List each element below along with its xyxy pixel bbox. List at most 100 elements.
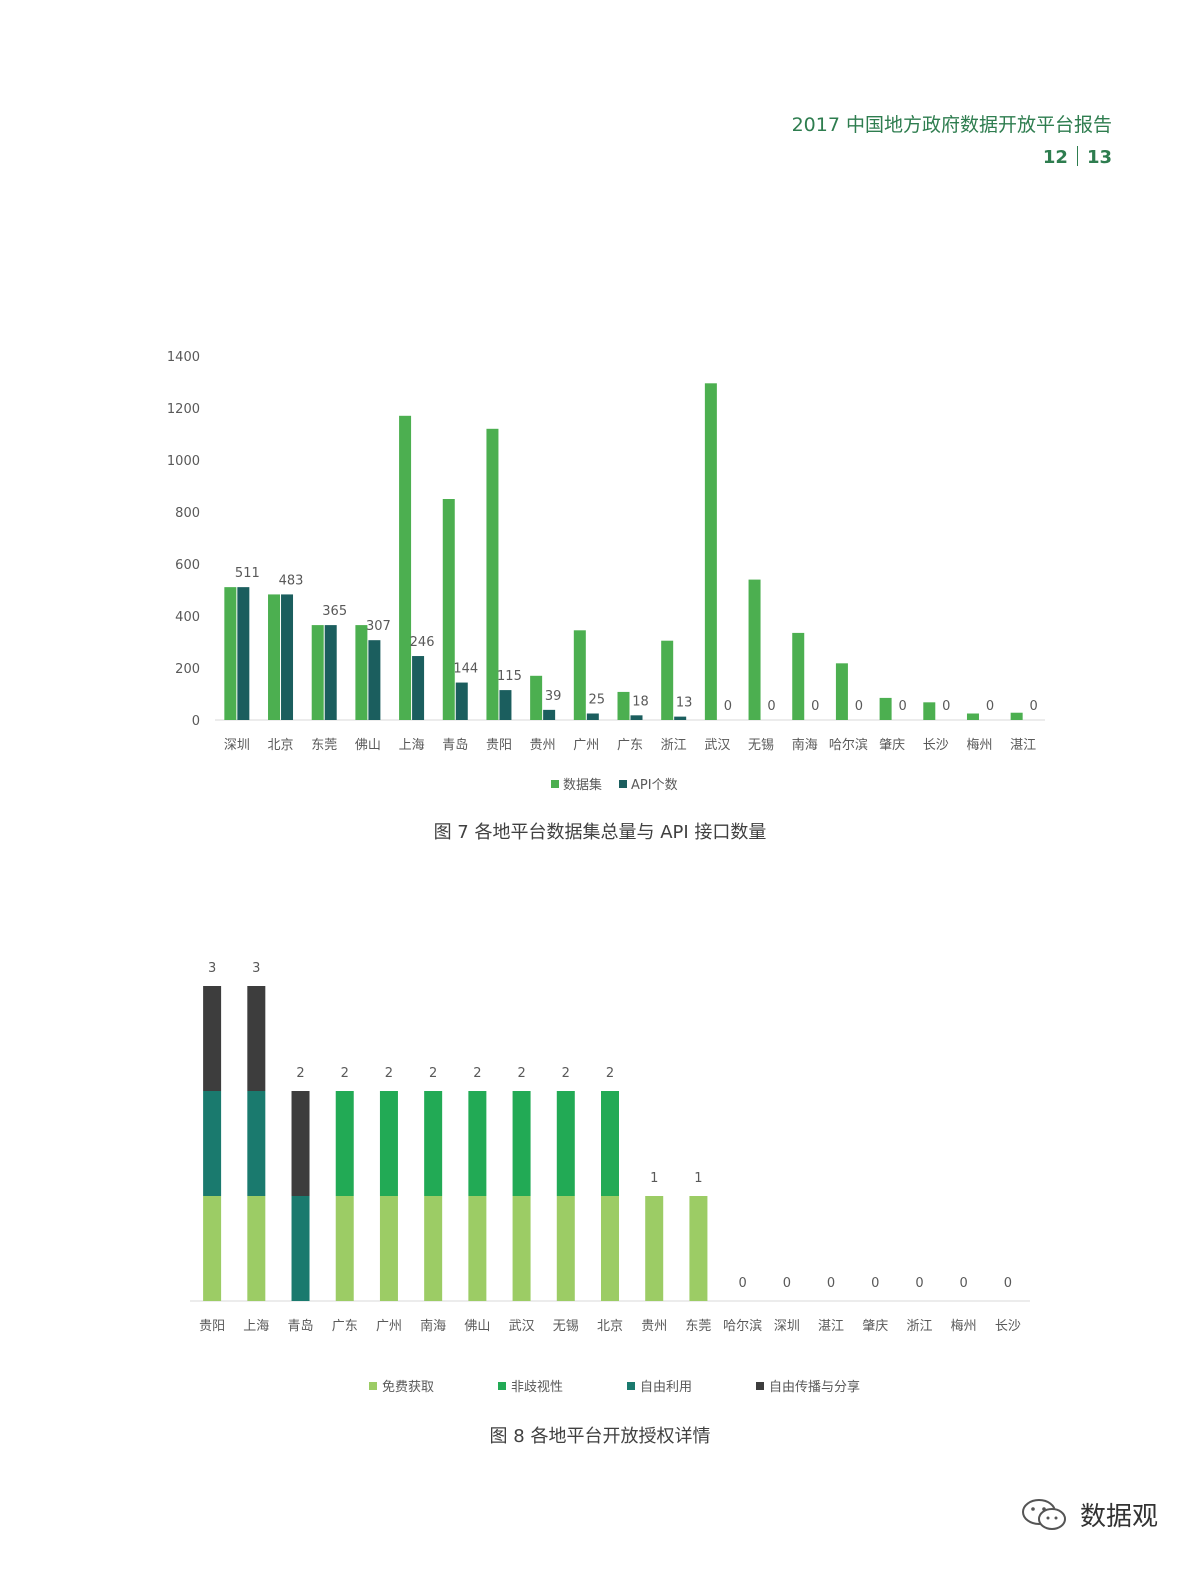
data-label-api-4: 246 xyxy=(410,635,435,650)
bar-segment-0-10 xyxy=(645,1196,664,1301)
total-label-12: 0 xyxy=(738,1276,746,1291)
data-label-api-7: 39 xyxy=(545,689,562,704)
bar-segment-3-2 xyxy=(291,1091,310,1196)
bar-segment-1-5 xyxy=(424,1091,443,1196)
x-tick-label: 广州 xyxy=(573,738,599,753)
legend-swatch-2 xyxy=(627,1382,635,1390)
bar-api-10 xyxy=(674,716,687,720)
bar-segment-0-3 xyxy=(335,1196,354,1301)
total-label-18: 0 xyxy=(1004,1276,1012,1291)
x-tick-label: 浙江 xyxy=(661,738,687,753)
bar-api-9 xyxy=(630,715,643,720)
data-label-api-18: 0 xyxy=(1030,699,1038,714)
legend-swatch-1 xyxy=(498,1382,506,1390)
data-label-api-0: 511 xyxy=(235,566,260,581)
data-label-api-6: 115 xyxy=(497,669,522,684)
bar-api-0 xyxy=(237,587,250,720)
bar-datasets-5 xyxy=(442,499,455,720)
x-tick-label: 深圳 xyxy=(774,1319,800,1334)
bar-api-6 xyxy=(499,690,512,720)
bar-datasets-3 xyxy=(355,625,368,720)
total-label-17: 0 xyxy=(960,1276,968,1291)
x-tick-label: 南海 xyxy=(420,1318,446,1334)
bar-api-8 xyxy=(586,713,599,720)
x-tick-label: 上海 xyxy=(399,738,425,753)
total-label-14: 0 xyxy=(827,1276,835,1291)
bar-api-5 xyxy=(455,682,468,720)
total-label-16: 0 xyxy=(915,1276,923,1291)
total-label-13: 0 xyxy=(783,1276,791,1291)
x-tick-label: 贵州 xyxy=(530,738,556,753)
bar-segment-0-7 xyxy=(512,1196,531,1301)
total-label-4: 2 xyxy=(385,1066,393,1081)
x-tick-label: 北京 xyxy=(268,738,294,753)
total-label-11: 1 xyxy=(694,1171,702,1186)
figure-8-chart: 3 贵阳 3 上海 2 青岛 2 广东 2 广州 2 南海 2 佛山 2 武汉 2 无锡 2 北京 1 贵州 1 东莞 0 哈尔滨… xyxy=(190,961,1030,1395)
bar-segment-0-4 xyxy=(379,1196,398,1301)
data-label-api-10: 13 xyxy=(676,696,693,711)
total-label-3: 2 xyxy=(341,1066,349,1081)
data-label-api-16: 0 xyxy=(942,699,950,714)
figure-7-chart: 0 200 400 600 800 1000 1200 1400 511 深圳 483 北京 365 东莞… xyxy=(167,350,1045,793)
total-label-0: 3 xyxy=(208,961,216,976)
x-tick-label: 深圳 xyxy=(224,738,250,753)
x-tick-label: 无锡 xyxy=(748,738,774,753)
bar-segment-0-8 xyxy=(556,1196,575,1301)
y-tick-label: 400 xyxy=(175,610,200,625)
x-tick-label: 佛山 xyxy=(355,738,381,753)
data-label-api-17: 0 xyxy=(986,699,994,714)
data-label-api-11: 0 xyxy=(724,699,732,714)
figure-8-caption: 图 8 各地平台开放授权详情 xyxy=(489,1426,711,1447)
bar-api-3 xyxy=(368,640,381,720)
bar-segment-3-1 xyxy=(247,986,266,1091)
y-tick-label: 0 xyxy=(192,714,200,729)
x-tick-label: 广东 xyxy=(617,738,643,753)
x-tick-label: 广州 xyxy=(376,1319,402,1334)
report-title: 2017 中国地方政府数据开放平台报告 xyxy=(791,114,1112,136)
bar-api-1 xyxy=(281,594,294,720)
total-label-1: 3 xyxy=(252,961,260,976)
watermark: 数据观 xyxy=(1020,1496,1158,1533)
data-label-api-5: 144 xyxy=(453,662,478,677)
x-tick-label: 贵阳 xyxy=(486,738,512,753)
bar-segment-0-1 xyxy=(247,1196,266,1301)
bar-segment-0-0 xyxy=(203,1196,222,1301)
bar-segment-3-0 xyxy=(203,986,222,1091)
y-tick-label: 600 xyxy=(175,558,200,573)
x-tick-label: 贵阳 xyxy=(199,1319,225,1334)
page-number-right: 13 xyxy=(1086,147,1112,168)
bar-datasets-11 xyxy=(704,383,717,720)
total-label-8: 2 xyxy=(562,1066,570,1081)
figure-7-caption: 图 7 各地平台数据集总量与 API 接口数量 xyxy=(433,822,767,843)
bar-segment-1-6 xyxy=(468,1091,487,1196)
x-tick-label: 北京 xyxy=(597,1319,623,1334)
data-label-api-14: 0 xyxy=(855,699,863,714)
page-number-left: 12 xyxy=(1042,147,1068,168)
legend-swatch-1 xyxy=(619,780,627,788)
bar-datasets-7 xyxy=(530,675,543,720)
bar-datasets-0 xyxy=(224,587,237,720)
x-tick-label: 湛江 xyxy=(818,1319,844,1334)
bar-datasets-15 xyxy=(879,697,892,720)
total-label-9: 2 xyxy=(606,1066,614,1081)
y-tick-label: 800 xyxy=(175,506,200,521)
x-tick-label: 佛山 xyxy=(464,1319,490,1334)
total-label-10: 1 xyxy=(650,1171,658,1186)
page-separator xyxy=(1076,146,1078,166)
bar-segment-1-7 xyxy=(512,1091,531,1196)
bar-datasets-4 xyxy=(399,415,412,720)
x-tick-label: 东莞 xyxy=(311,738,337,753)
bar-datasets-2 xyxy=(311,625,324,720)
x-tick-label: 梅州 xyxy=(966,738,992,753)
x-tick-label: 哈尔滨 xyxy=(723,1318,762,1334)
legend-label-1: API个数 xyxy=(631,778,678,793)
bar-segment-0-11 xyxy=(689,1196,708,1301)
bar-datasets-16 xyxy=(923,702,936,720)
bar-datasets-1 xyxy=(268,594,281,720)
legend-label-2: 自由利用 xyxy=(640,1380,692,1395)
legend-swatch-3 xyxy=(756,1382,764,1390)
legend-label-0: 免费获取 xyxy=(382,1380,434,1395)
data-label-api-9: 18 xyxy=(632,694,649,709)
legend-swatch-0 xyxy=(551,780,559,788)
data-label-api-1: 483 xyxy=(279,573,304,588)
